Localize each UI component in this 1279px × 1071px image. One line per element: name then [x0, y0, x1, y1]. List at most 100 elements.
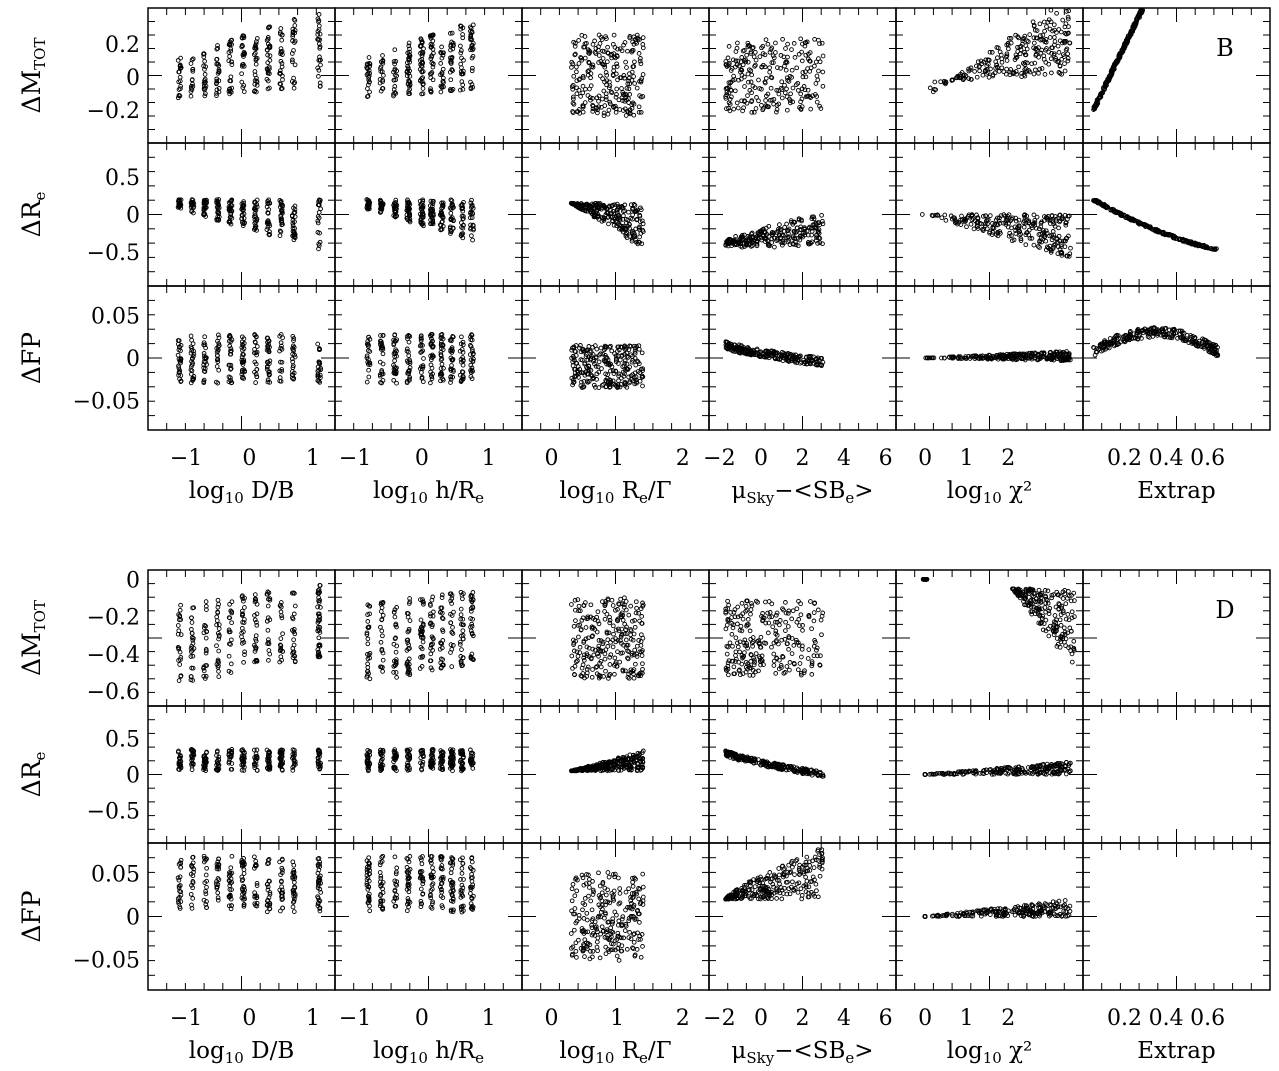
- x-axis-label: log10 χ²: [947, 478, 1033, 507]
- data-point: [753, 57, 759, 63]
- data-point: [769, 75, 775, 81]
- data-point: [189, 627, 194, 632]
- data-point: [316, 12, 322, 17]
- data-point: [605, 111, 611, 117]
- data-point: [636, 51, 642, 56]
- data-point: [418, 37, 424, 43]
- data-point: [227, 86, 232, 92]
- data-points: [919, 212, 1073, 259]
- data-point: [393, 59, 399, 64]
- data-point: [596, 53, 602, 58]
- data-point: [729, 94, 734, 100]
- data-point: [290, 57, 295, 63]
- data-point: [441, 75, 446, 81]
- data-point: [253, 61, 259, 67]
- x-tick-label: 0: [415, 446, 429, 471]
- data-point: [239, 43, 245, 48]
- data-point: [469, 55, 475, 61]
- data-point: [580, 83, 586, 89]
- x-tick-label: 0.4: [1149, 446, 1184, 471]
- data-point: [771, 60, 776, 65]
- data-point: [632, 59, 637, 65]
- data-point: [576, 87, 582, 93]
- data-point: [604, 59, 610, 65]
- y-tick-label: −0.2: [87, 606, 140, 631]
- panel-frame: [1082, 142, 1271, 287]
- data-point: [613, 106, 619, 111]
- data-point: [816, 68, 821, 74]
- data-point: [265, 86, 271, 92]
- data-point: [746, 43, 751, 48]
- data-point: [813, 81, 819, 86]
- x-axis-label: log10 h/Re: [373, 478, 484, 507]
- data-point: [1042, 28, 1047, 34]
- data-points: [175, 197, 323, 252]
- data-point: [775, 65, 780, 70]
- data-point: [265, 36, 271, 42]
- data-point: [734, 45, 740, 51]
- data-point: [806, 56, 811, 62]
- data-point: [229, 599, 235, 605]
- data-point: [968, 221, 974, 227]
- panel-ticks: [334, 285, 523, 431]
- data-point: [638, 56, 643, 61]
- data-point: [640, 94, 646, 99]
- data-point: [1027, 32, 1033, 37]
- data-point: [800, 74, 806, 80]
- data-point: [470, 237, 475, 243]
- data-point: [726, 105, 731, 111]
- data-point: [189, 615, 194, 621]
- data-point: [202, 58, 207, 64]
- data-point: [744, 52, 749, 58]
- data-point: [625, 48, 630, 54]
- data-point: [406, 79, 412, 84]
- data-point: [730, 77, 736, 83]
- data-point: [638, 109, 644, 115]
- data-point: [202, 87, 207, 93]
- data-points: [175, 12, 323, 101]
- data-point: [468, 85, 474, 91]
- data-point: [570, 100, 576, 106]
- data-point: [637, 58, 643, 64]
- data-point: [621, 73, 627, 78]
- y-tick-label: 0: [126, 568, 140, 593]
- data-point: [227, 78, 233, 84]
- data-point: [579, 57, 585, 63]
- data-point: [1017, 51, 1023, 57]
- data-point: [407, 54, 412, 60]
- data-point: [745, 93, 750, 98]
- data-point: [266, 658, 271, 663]
- panel-ticks: [1082, 285, 1271, 431]
- data-point: [626, 96, 631, 101]
- data-point: [440, 66, 446, 72]
- data-point: [636, 104, 642, 110]
- y-tick-label: 0: [126, 66, 140, 91]
- data-point: [987, 213, 993, 218]
- data-point: [214, 81, 219, 87]
- data-point: [175, 623, 181, 628]
- data-point: [612, 45, 618, 50]
- data-point: [190, 56, 196, 62]
- data-point: [202, 93, 208, 99]
- data-point: [783, 67, 789, 73]
- data-point: [202, 78, 207, 83]
- data-point: [808, 95, 813, 100]
- data-point: [202, 334, 208, 340]
- data-point: [280, 631, 285, 637]
- data-point: [364, 72, 370, 78]
- data-point: [586, 48, 592, 54]
- data-point: [253, 46, 259, 52]
- data-point: [216, 626, 222, 631]
- data-point: [632, 81, 637, 86]
- data-point: [760, 51, 766, 56]
- data-point: [430, 64, 436, 70]
- data-point: [614, 92, 619, 97]
- data-point: [616, 97, 622, 103]
- data-point: [581, 44, 586, 50]
- data-point: [749, 110, 755, 115]
- data-points: [175, 332, 324, 386]
- data-point: [763, 75, 769, 81]
- data-point: [1031, 40, 1037, 46]
- data-point: [448, 42, 454, 48]
- data-point: [227, 91, 232, 97]
